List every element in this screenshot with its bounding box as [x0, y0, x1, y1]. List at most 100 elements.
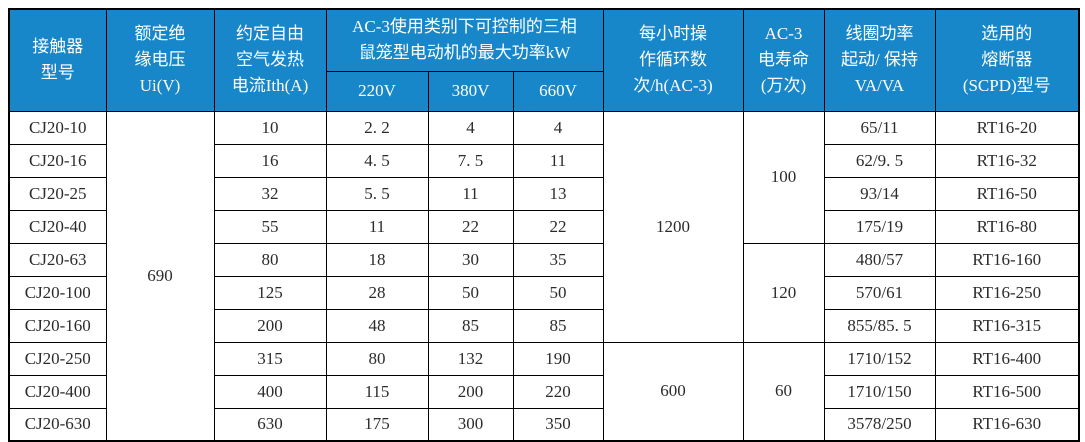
coil-power-cell: 570/61: [823, 275, 936, 310]
table-row: CJ20-16 16 4. 5 7. 5 11 62/9. 5 RT16-32: [8, 143, 1080, 178]
fuse-cell: RT16-50: [934, 176, 1080, 211]
model-cell: CJ20-40: [8, 209, 107, 244]
power-380v-cell: 85: [427, 308, 514, 343]
thermal-current-cell: 80: [213, 242, 327, 277]
power-660v-cell: 220: [512, 374, 604, 409]
coil-power-cell: 1710/152: [823, 341, 936, 376]
power-380v-cell: 300: [427, 407, 514, 442]
power-220v-cell: 5. 5: [325, 176, 429, 211]
power-220v-cell: 11: [325, 209, 429, 244]
header-thermal-current: 约定自由 空气发热 电流Ith(A): [213, 8, 327, 112]
power-660v-cell: 11: [512, 143, 604, 178]
power-220v-cell: 28: [325, 275, 429, 310]
header-coil-power: 线圈功率 起动/ 保持 VA/VA: [823, 8, 936, 112]
fuse-cell: RT16-630: [934, 407, 1080, 442]
power-380v-cell: 22: [427, 209, 514, 244]
thermal-current-cell: 630: [213, 407, 327, 442]
table-row: CJ20-250 315 80 132 190 600 60 1710/152 RT16-400: [8, 341, 1080, 442]
model-cell: CJ20-10: [8, 110, 107, 145]
contactor-spec-table-container: 接触器 型号 额定绝 缘电压 Ui(V) 约定自由 空气发热 电流Ith(A) …: [8, 8, 1080, 442]
power-660v-cell: 35: [512, 242, 604, 277]
header-insulation-voltage: 额定绝 缘电压 Ui(V): [105, 8, 215, 112]
coil-power-cell: 175/19: [823, 209, 936, 244]
thermal-current-cell: 200: [213, 308, 327, 343]
header-voltage-380: 380V: [427, 70, 514, 112]
power-380v-cell: 11: [427, 176, 514, 211]
coil-power-cell: 855/85. 5: [823, 308, 936, 343]
power-220v-cell: 18: [325, 242, 429, 277]
header-ops-per-hour: 每小时操 作循环数 次/h(AC-3): [602, 8, 744, 112]
ops-per-hour-cell: 1200: [602, 110, 744, 343]
fuse-cell: RT16-400: [934, 341, 1080, 376]
header-electrical-life: AC-3 电寿命 (万次): [742, 8, 825, 112]
thermal-current-cell: 125: [213, 275, 327, 310]
model-cell: CJ20-63: [8, 242, 107, 277]
power-660v-cell: 22: [512, 209, 604, 244]
power-660v-cell: 190: [512, 341, 604, 376]
power-380v-cell: 30: [427, 242, 514, 277]
power-660v-cell: 50: [512, 275, 604, 310]
fuse-cell: RT16-500: [934, 374, 1080, 409]
table-header: 接触器 型号 额定绝 缘电压 Ui(V) 约定自由 空气发热 电流Ith(A) …: [8, 8, 1080, 112]
power-660v-cell: 4: [512, 110, 604, 145]
coil-power-cell: 65/11: [823, 110, 936, 145]
table-row: CJ20-10 690 10 2. 2 4 4 1200 100 65/11 RT16-20: [8, 110, 1080, 442]
model-cell: CJ20-100: [8, 275, 107, 310]
fuse-cell: RT16-80: [934, 209, 1080, 244]
table-row: CJ20-400 400 115 200 220 1710/150 RT16-500: [8, 374, 1080, 409]
thermal-current-cell: 10: [213, 110, 327, 145]
header-row-main: 接触器 型号 额定绝 缘电压 Ui(V) 约定自由 空气发热 电流Ith(A) …: [8, 8, 1080, 112]
header-voltage-220: 220V: [325, 70, 429, 112]
power-220v-cell: 175: [325, 407, 429, 442]
fuse-cell: RT16-250: [934, 275, 1080, 310]
header-fuse: 选用的 熔断器 (SCPD)型号: [934, 8, 1080, 112]
model-cell: CJ20-16: [8, 143, 107, 178]
power-220v-cell: 115: [325, 374, 429, 409]
header-voltage-660: 660V: [512, 70, 604, 112]
table-row: CJ20-40 55 11 22 22 175/19 RT16-80: [8, 209, 1080, 244]
coil-power-cell: 62/9. 5: [823, 143, 936, 178]
fuse-cell: RT16-315: [934, 308, 1080, 343]
thermal-current-cell: 315: [213, 341, 327, 376]
coil-power-cell: 480/57: [823, 242, 936, 277]
model-cell: CJ20-400: [8, 374, 107, 409]
electrical-life-cell: 100: [742, 110, 825, 244]
power-220v-cell: 4. 5: [325, 143, 429, 178]
thermal-current-cell: 32: [213, 176, 327, 211]
header-ac3-power-group: AC-3使用类别下可控制的三相 鼠笼型电动机的最大功率kW: [325, 8, 604, 72]
coil-power-cell: 1710/150: [823, 374, 936, 409]
power-380v-cell: 4: [427, 110, 514, 145]
insulation-voltage-cell: 690: [105, 110, 215, 442]
header-row-voltages: 220V 380V 660V: [9, 70, 1079, 112]
model-cell: CJ20-160: [8, 308, 107, 343]
contactor-spec-table: 接触器 型号 额定绝 缘电压 Ui(V) 约定自由 空气发热 电流Ith(A) …: [8, 8, 1080, 442]
power-380v-cell: 7. 5: [427, 143, 514, 178]
table-row: CJ20-160 200 48 85 85 855/85. 5 RT16-315: [8, 308, 1080, 343]
model-cell: CJ20-25: [8, 176, 107, 211]
power-380v-cell: 200: [427, 374, 514, 409]
coil-power-cell: 93/14: [823, 176, 936, 211]
table-row: CJ20-100 125 28 50 50 570/61 RT16-250: [8, 275, 1080, 310]
table-row: CJ20-630 630 175 300 350 3578/250 RT16-630: [8, 407, 1080, 442]
power-220v-cell: 48: [325, 308, 429, 343]
table-row: CJ20-63 80 18 30 35 120 480/57 RT16-160: [8, 242, 1080, 343]
electrical-life-cell: 60: [742, 341, 825, 442]
power-660v-cell: 85: [512, 308, 604, 343]
power-660v-cell: 350: [512, 407, 604, 442]
power-380v-cell: 50: [427, 275, 514, 310]
model-cell: CJ20-250: [8, 341, 107, 376]
table-row: CJ20-25 32 5. 5 11 13 93/14 RT16-50: [8, 176, 1080, 211]
thermal-current-cell: 16: [213, 143, 327, 178]
ops-per-hour-cell: 600: [602, 341, 744, 442]
thermal-current-cell: 55: [213, 209, 327, 244]
fuse-cell: RT16-20: [934, 110, 1080, 145]
electrical-life-cell: 120: [742, 242, 825, 343]
fuse-cell: RT16-32: [934, 143, 1080, 178]
power-380v-cell: 132: [427, 341, 514, 376]
fuse-cell: RT16-160: [934, 242, 1080, 277]
model-cell: CJ20-630: [8, 407, 107, 442]
coil-power-cell: 3578/250: [823, 407, 936, 442]
power-220v-cell: 2. 2: [325, 110, 429, 145]
table-body: CJ20-10 690 10 2. 2 4 4 1200 100 65/11 RT16-20 CJ2…: [8, 110, 1080, 442]
thermal-current-cell: 400: [213, 374, 327, 409]
